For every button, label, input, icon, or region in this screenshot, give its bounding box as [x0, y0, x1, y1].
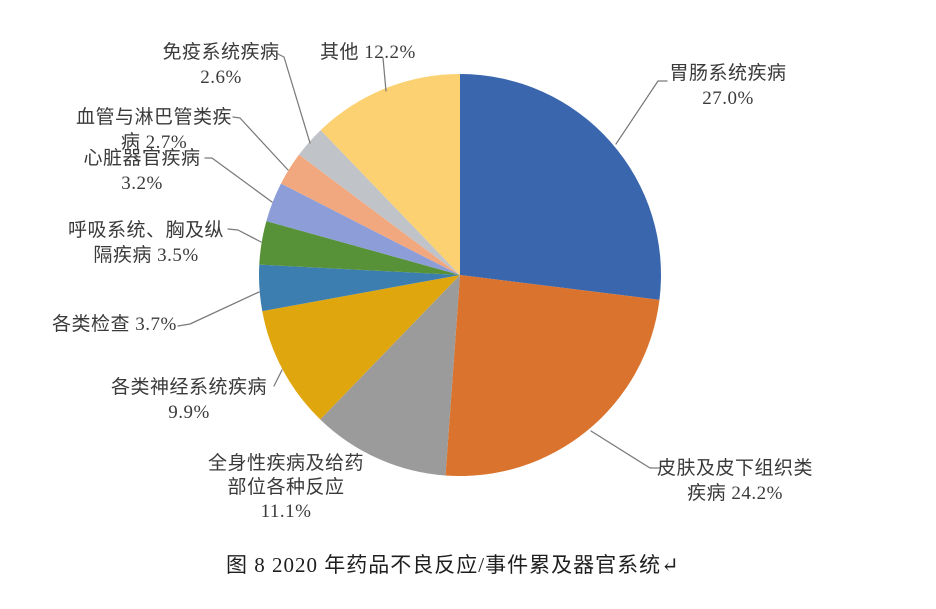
slice-label-line: 2.6% [200, 67, 242, 88]
slice-label-line: 胃肠系统疾病 [669, 63, 787, 84]
pie-slice-other [320, 74, 460, 275]
slice-label-line: 呼吸系统、胸及纵 [67, 220, 224, 241]
slice-label-line: 各类检查 3.7% [52, 314, 177, 335]
slice-label-investigations: 各类检查 3.7% [52, 312, 177, 337]
slice-label-immune: 免疫系统疾病 2.6% [139, 40, 303, 90]
leader-line-other [382, 57, 387, 92]
slice-label-respiratory: 呼吸系统、胸及纵 隔疾病 3.5% [64, 218, 228, 268]
pie-slice-investigations [258, 264, 460, 312]
slice-label-skin: 皮肤及皮下组织类 疾病 24.2% [653, 456, 817, 506]
slice-label-line: 病 2.7% [120, 132, 188, 153]
slice-label-nervous: 各类神经系统疾病 9.9% [107, 375, 271, 425]
pie-slice-general [320, 275, 460, 476]
leader-line-nervous [273, 369, 283, 387]
leader-line-cardiac [204, 157, 273, 203]
slice-label-line: 全身性疾病及给药 [207, 453, 364, 474]
slice-label-line: 皮肤及皮下组织类 [656, 458, 813, 479]
slice-label-line: 各类神经系统疾病 [110, 377, 267, 398]
slice-label-line: 27.0% [702, 88, 754, 109]
pie-slice-vascular [281, 154, 460, 275]
leader-line-skin [590, 430, 661, 469]
leader-line-respiratory [227, 228, 262, 243]
slice-label-vascular: 血管与淋巴管类疾 病 2.7% [72, 105, 236, 155]
pie-slice-nervous [262, 275, 460, 420]
slice-label-line: 疾病 24.2% [687, 483, 783, 504]
slice-label-line: 11.1% [260, 501, 312, 522]
leader-lines [177, 53, 668, 469]
leader-line-immune [277, 53, 311, 144]
slice-label-gastrointestinal: 胃肠系统疾病 27.0% [646, 61, 810, 111]
pie-slice-skin [445, 275, 660, 477]
slice-label-general: 全身性疾病及给药 部位各种反应 11.1% [204, 452, 368, 524]
pie-slice-immune [299, 130, 460, 275]
slice-label-line: 其他 12.2% [320, 42, 416, 63]
slice-label-line: 3.2% [121, 173, 163, 194]
slice-label-line: 免疫系统疾病 [162, 42, 280, 63]
slice-label-line: 心脏器官疾病 [83, 148, 201, 169]
pie-slices [258, 74, 662, 477]
slice-label-other: 其他 12.2% [320, 40, 416, 65]
pie-slice-cardiac [266, 183, 460, 275]
slice-label-line: 隔疾病 3.5% [93, 245, 199, 266]
slice-label-line: 部位各种反应 [227, 477, 345, 498]
pie-slice-gastrointestinal [460, 74, 662, 300]
leader-line-gastrointestinal [615, 80, 668, 145]
slice-label-cardiac: 心脏器官疾病 3.2% [60, 146, 224, 196]
leader-line-investigations [177, 291, 260, 327]
figure-caption: 图 8 2020 年药品不良反应/事件累及器官系统↵ [226, 553, 680, 577]
slice-label-line: 血管与淋巴管类疾 [75, 107, 232, 128]
slice-label-line: 9.9% [168, 402, 210, 423]
pie-slice-respiratory [259, 221, 460, 275]
leader-line-vascular [232, 116, 289, 171]
